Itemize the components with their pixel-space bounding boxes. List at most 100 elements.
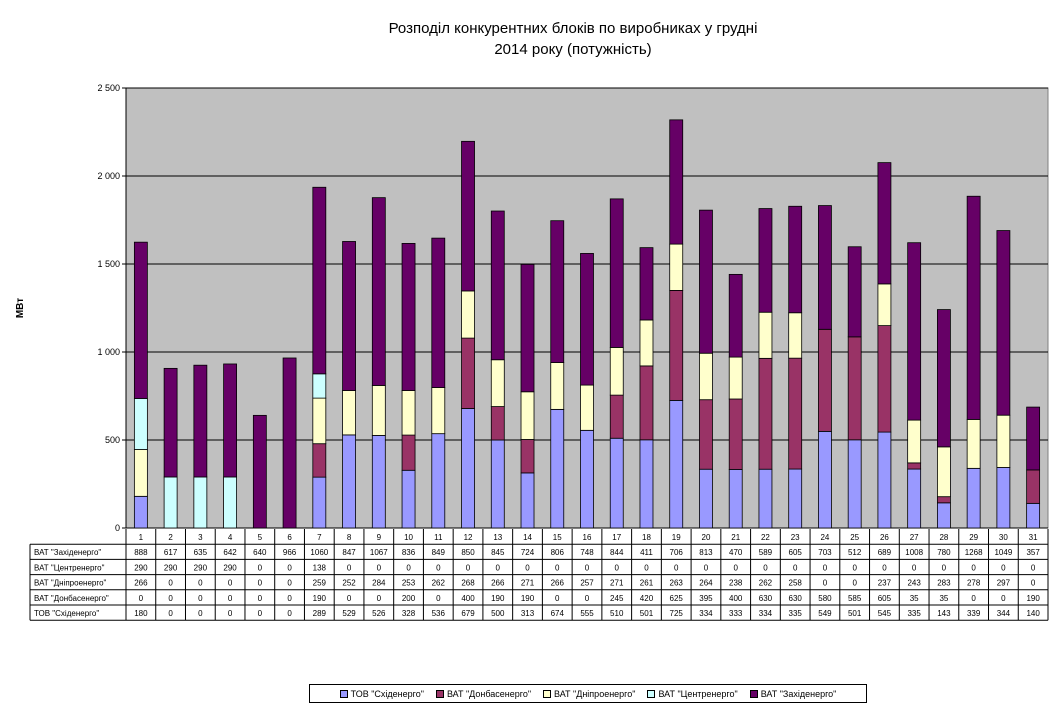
x-tick-label: 28: [939, 533, 948, 542]
bar-segment: [342, 390, 356, 436]
bar-segment: [669, 119, 684, 245]
table-cell: 585: [848, 594, 862, 603]
table-cell: 411: [640, 548, 653, 557]
table-cell: 0: [882, 563, 887, 572]
table-cell: 334: [759, 609, 773, 618]
table-cell: 252: [342, 579, 356, 588]
bar-segment: [1026, 406, 1041, 471]
legend-item: ВАТ "Донбасенерго": [435, 689, 531, 699]
bar-segment: [461, 337, 475, 409]
bar-segment: [580, 253, 594, 386]
table-cell: 844: [610, 548, 624, 557]
table-cell: 0: [258, 594, 263, 603]
table-cell: 266: [491, 579, 505, 588]
table-cell: 0: [287, 594, 292, 603]
table-cell: 512: [848, 548, 862, 557]
table-cell: 140: [1026, 609, 1040, 618]
table-cell: 0: [823, 563, 828, 572]
x-tick-label: 7: [317, 533, 322, 542]
table-cell: 635: [194, 548, 208, 557]
bar-segment: [818, 205, 832, 330]
table-cell: 0: [585, 563, 590, 572]
table-cell: 0: [971, 594, 976, 603]
table-cell: 400: [729, 594, 743, 603]
bar-segment: [223, 476, 237, 529]
bar-segment: [758, 311, 773, 359]
bar-segment: [699, 352, 713, 401]
bar-segment: [312, 373, 327, 399]
bar-segment: [223, 363, 237, 478]
table-cell: 536: [432, 609, 446, 618]
table-cell: 703: [818, 548, 832, 557]
x-tick-label: 1: [139, 533, 144, 542]
table-cell: 0: [644, 563, 649, 572]
bar-segment: [639, 247, 654, 321]
bar-segment: [996, 414, 1011, 468]
table-cell: 679: [461, 609, 475, 618]
table-row-label: ВАТ "Центренерго": [34, 563, 105, 572]
bar-segment: [966, 195, 981, 420]
table-cell: 0: [1001, 594, 1006, 603]
bar-segment: [520, 391, 535, 440]
table-cell: 501: [848, 609, 862, 618]
table-cell: 0: [763, 563, 768, 572]
legend-swatch: [647, 689, 656, 698]
x-tick-label: 22: [761, 533, 770, 542]
bar-segment: [818, 430, 832, 529]
bar-segment: [401, 469, 416, 529]
table-cell: 271: [610, 579, 624, 588]
bar-segment: [907, 462, 922, 470]
chart-title: Розподіл конкурентних блоків по виробник…: [240, 18, 906, 60]
table-cell: 689: [878, 548, 892, 557]
bar-segment: [133, 241, 148, 399]
table-cell: 268: [461, 579, 475, 588]
chart-title-line2: 2014 року (потужність): [494, 41, 652, 58]
x-tick-label: 11: [434, 533, 443, 542]
bar-segment: [639, 439, 654, 529]
table-cell: 290: [164, 563, 178, 572]
table-cell: 262: [432, 579, 446, 588]
bar-segment: [461, 140, 475, 292]
legend-swatch: [435, 689, 444, 698]
bar-segment: [758, 468, 773, 529]
table-cell: 245: [610, 594, 624, 603]
table-cell: 344: [997, 609, 1011, 618]
table-cell: 259: [313, 579, 327, 588]
table-cell: 0: [258, 579, 263, 588]
table-cell: 1067: [370, 548, 388, 557]
table-cell: 529: [342, 609, 356, 618]
table-cell: 0: [1031, 563, 1036, 572]
x-tick-label: 13: [493, 533, 502, 542]
bar-segment: [282, 357, 297, 529]
table-cell: 0: [377, 563, 382, 572]
table-cell: 0: [198, 609, 203, 618]
table-cell: 35: [910, 594, 919, 603]
table-cell: 0: [466, 563, 471, 572]
bar-segment: [609, 437, 624, 529]
table-cell: 0: [971, 563, 976, 572]
table-cell: 243: [907, 579, 921, 588]
bar-segment: [461, 408, 475, 529]
x-tick-label: 2: [168, 533, 173, 542]
table-cell: 258: [789, 579, 803, 588]
table-cell: 0: [704, 563, 709, 572]
bar-segment: [788, 205, 803, 314]
table-cell: 0: [525, 563, 530, 572]
table-cell: 357: [1026, 548, 1040, 557]
table-cell: 0: [228, 579, 233, 588]
x-tick-label: 14: [523, 533, 532, 542]
bar-segment: [788, 312, 803, 359]
bar-segment: [996, 230, 1011, 416]
x-tick-label: 25: [850, 533, 859, 542]
table-cell: 0: [258, 609, 263, 618]
x-tick-label: 19: [672, 533, 681, 542]
table-cell: 748: [580, 548, 594, 557]
table-cell: 328: [402, 609, 416, 618]
x-tick-label: 9: [377, 533, 382, 542]
table-cell: 1268: [965, 548, 983, 557]
bar-segment: [907, 468, 922, 529]
bar-segment: [431, 433, 446, 529]
legend-label: ВАТ "Центренерго": [658, 688, 738, 699]
table-cell: 1049: [994, 548, 1012, 557]
table-cell: 850: [461, 548, 475, 557]
